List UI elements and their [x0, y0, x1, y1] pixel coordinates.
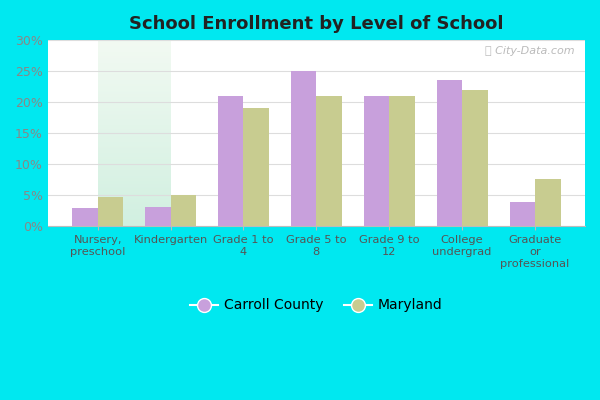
Bar — [170, 195, 196, 226]
Bar — [437, 80, 462, 226]
Title: School Enrollment by Level of School: School Enrollment by Level of School — [129, 15, 503, 33]
Bar — [364, 96, 389, 226]
Bar — [389, 96, 415, 226]
Bar — [291, 71, 316, 226]
Legend: Carroll County, Maryland: Carroll County, Maryland — [185, 293, 448, 318]
Bar — [98, 196, 123, 226]
Bar — [145, 206, 170, 226]
Bar — [218, 96, 244, 226]
Text: ⓘ City-Data.com: ⓘ City-Data.com — [485, 46, 574, 56]
Bar — [244, 108, 269, 226]
Bar — [316, 96, 342, 226]
Bar — [509, 202, 535, 226]
Bar — [462, 90, 488, 226]
Bar — [72, 208, 98, 226]
Bar — [535, 178, 560, 226]
